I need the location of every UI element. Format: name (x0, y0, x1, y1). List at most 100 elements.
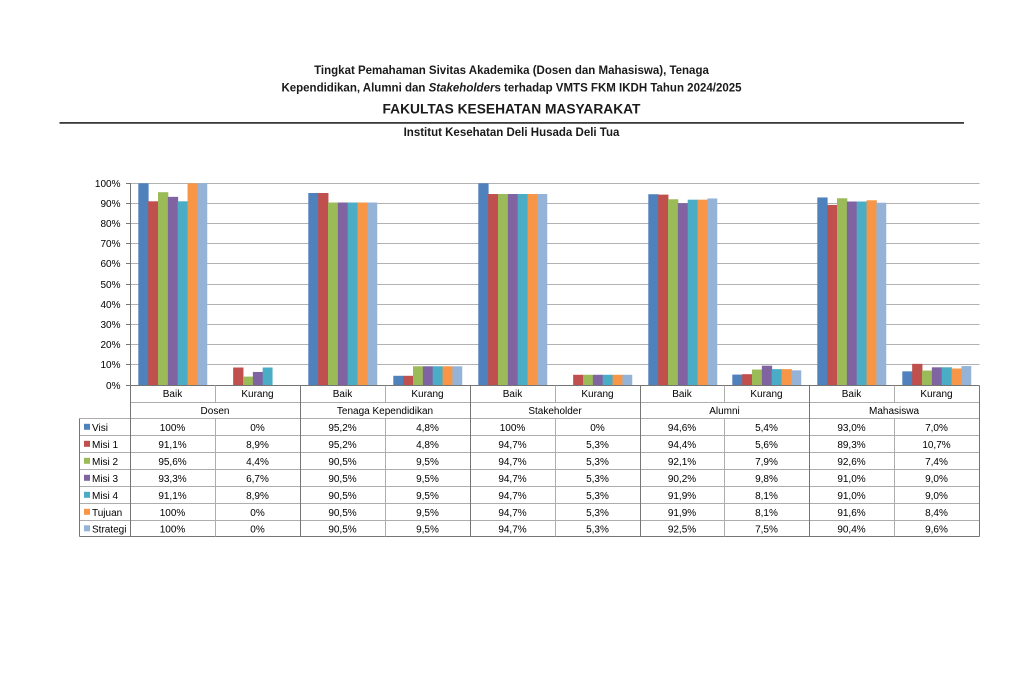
svg-text:8,4%: 8,4% (925, 508, 948, 519)
svg-text:Kurang: Kurang (750, 389, 782, 400)
svg-text:95,6%: 95,6% (158, 457, 186, 468)
svg-text:Baik: Baik (842, 389, 862, 400)
svg-text:5,3%: 5,3% (586, 524, 609, 535)
svg-text:91,1%: 91,1% (158, 491, 186, 502)
svg-text:90,4%: 90,4% (837, 524, 865, 535)
svg-text:Strategi: Strategi (92, 524, 126, 535)
svg-text:94,7%: 94,7% (498, 508, 526, 519)
svg-text:92,5%: 92,5% (668, 524, 696, 535)
svg-text:0%: 0% (590, 423, 605, 434)
svg-text:9,0%: 9,0% (925, 491, 948, 502)
svg-text:5,4%: 5,4% (755, 423, 778, 434)
svg-text:Misi 4: Misi 4 (92, 491, 119, 502)
svg-text:80%: 80% (100, 219, 120, 230)
svg-text:5,6%: 5,6% (755, 440, 778, 451)
svg-text:9,8%: 9,8% (755, 474, 778, 485)
svg-text:90,5%: 90,5% (328, 508, 356, 519)
svg-text:91,9%: 91,9% (668, 508, 696, 519)
svg-text:0%: 0% (250, 423, 265, 434)
svg-text:Baik: Baik (333, 389, 353, 400)
svg-text:5,3%: 5,3% (586, 491, 609, 502)
svg-text:8,1%: 8,1% (755, 508, 778, 519)
svg-text:8,9%: 8,9% (246, 491, 269, 502)
svg-text:Kurang: Kurang (581, 389, 613, 400)
svg-text:94,7%: 94,7% (498, 474, 526, 485)
svg-text:Alumni: Alumni (709, 406, 740, 417)
svg-text:95,2%: 95,2% (328, 423, 356, 434)
svg-text:93,0%: 93,0% (837, 423, 865, 434)
svg-text:9,5%: 9,5% (416, 491, 439, 502)
svg-text:7,4%: 7,4% (925, 457, 948, 468)
svg-text:5,3%: 5,3% (586, 457, 609, 468)
svg-text:100%: 100% (500, 423, 526, 434)
svg-text:90,5%: 90,5% (328, 491, 356, 502)
svg-text:Mahasiswa: Mahasiswa (869, 406, 919, 417)
svg-text:Misi 1: Misi 1 (92, 440, 119, 451)
svg-text:5,3%: 5,3% (586, 440, 609, 451)
svg-text:100%: 100% (160, 524, 186, 535)
svg-text:94,7%: 94,7% (498, 440, 526, 451)
svg-text:9,0%: 9,0% (925, 474, 948, 485)
svg-text:94,7%: 94,7% (498, 524, 526, 535)
svg-text:93,3%: 93,3% (158, 474, 186, 485)
svg-text:Tujuan: Tujuan (92, 508, 122, 519)
svg-text:4,8%: 4,8% (416, 440, 439, 451)
svg-text:92,6%: 92,6% (837, 457, 865, 468)
svg-text:91,0%: 91,0% (837, 474, 865, 485)
svg-text:5,3%: 5,3% (586, 474, 609, 485)
svg-text:94,6%: 94,6% (668, 423, 696, 434)
svg-text:6,7%: 6,7% (246, 474, 269, 485)
svg-text:30%: 30% (100, 320, 120, 331)
svg-text:91,6%: 91,6% (837, 508, 865, 519)
svg-text:Kependidikan, Alumni dan Stake: Kependidikan, Alumni dan Stakeholders te… (281, 83, 742, 95)
svg-text:4,4%: 4,4% (246, 457, 269, 468)
svg-text:9,5%: 9,5% (416, 474, 439, 485)
svg-text:Misi 2: Misi 2 (92, 457, 119, 468)
svg-text:100%: 100% (160, 508, 186, 519)
svg-text:Institut Kesehatan Deli Husada: Institut Kesehatan Deli Husada Deli Tua (404, 127, 620, 139)
svg-text:95,2%: 95,2% (328, 440, 356, 451)
svg-text:Stakeholder: Stakeholder (528, 406, 582, 417)
svg-text:91,1%: 91,1% (158, 440, 186, 451)
svg-text:92,1%: 92,1% (668, 457, 696, 468)
svg-text:Baik: Baik (163, 389, 183, 400)
svg-text:Misi 3: Misi 3 (92, 474, 119, 485)
svg-text:9,5%: 9,5% (416, 457, 439, 468)
svg-text:90,2%: 90,2% (668, 474, 696, 485)
svg-text:5,3%: 5,3% (586, 508, 609, 519)
svg-text:7,9%: 7,9% (755, 457, 778, 468)
svg-text:91,9%: 91,9% (668, 491, 696, 502)
svg-text:91,0%: 91,0% (837, 491, 865, 502)
svg-text:94,7%: 94,7% (498, 491, 526, 502)
svg-text:Visi: Visi (92, 423, 108, 434)
svg-text:Tenaga Kependidikan: Tenaga Kependidikan (337, 406, 433, 417)
svg-text:4,8%: 4,8% (416, 423, 439, 434)
svg-text:90,5%: 90,5% (328, 524, 356, 535)
svg-text:90%: 90% (100, 199, 120, 210)
svg-text:20%: 20% (100, 340, 120, 351)
svg-text:10%: 10% (100, 360, 120, 371)
svg-text:8,9%: 8,9% (246, 440, 269, 451)
svg-text:90,5%: 90,5% (328, 474, 356, 485)
svg-text:9,6%: 9,6% (925, 524, 948, 535)
svg-text:0%: 0% (250, 524, 265, 535)
svg-text:Baik: Baik (503, 389, 523, 400)
svg-text:Kurang: Kurang (920, 389, 952, 400)
svg-text:94,7%: 94,7% (498, 457, 526, 468)
svg-text:Kurang: Kurang (411, 389, 443, 400)
svg-text:94,4%: 94,4% (668, 440, 696, 451)
svg-text:60%: 60% (100, 259, 120, 270)
svg-text:9,5%: 9,5% (416, 524, 439, 535)
svg-text:10,7%: 10,7% (922, 440, 950, 451)
svg-text:Tingkat Pemahaman Sivitas Akad: Tingkat Pemahaman Sivitas Akademika (Dos… (314, 65, 709, 77)
svg-text:Kurang: Kurang (241, 389, 273, 400)
svg-text:Baik: Baik (672, 389, 692, 400)
svg-text:89,3%: 89,3% (837, 440, 865, 451)
svg-text:100%: 100% (95, 179, 121, 190)
svg-text:50%: 50% (100, 280, 120, 291)
svg-text:90,5%: 90,5% (328, 457, 356, 468)
svg-text:FAKULTAS KESEHATAN MASYARAKAT: FAKULTAS KESEHATAN MASYARAKAT (383, 101, 642, 116)
svg-text:Dosen: Dosen (201, 406, 230, 417)
svg-text:0%: 0% (250, 508, 265, 519)
svg-text:7,0%: 7,0% (925, 423, 948, 434)
